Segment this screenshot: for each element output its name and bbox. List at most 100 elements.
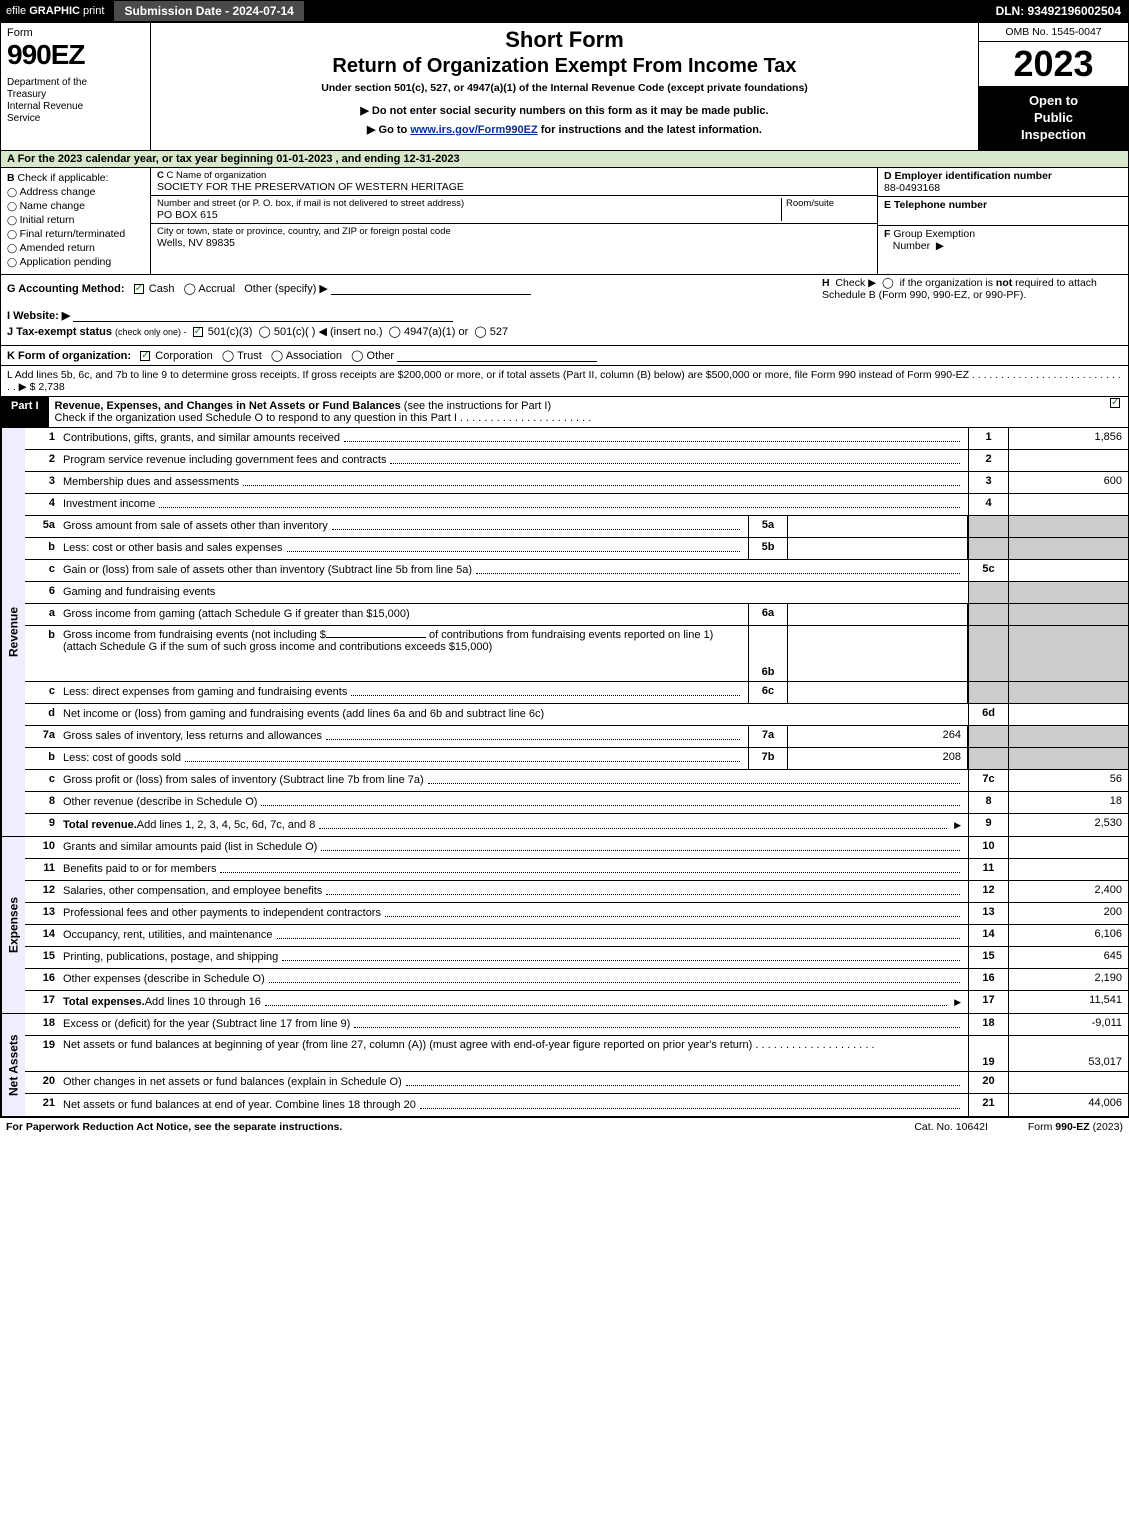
org-addr-value: PO BOX 615	[157, 209, 781, 221]
form-subtitle: Under section 501(c), 527, or 4947(a)(1)…	[159, 82, 970, 94]
net-assets-lines: 18Excess or (deficit) for the year (Subt…	[25, 1014, 1128, 1116]
chk-corporation[interactable]	[140, 351, 150, 361]
note2-post: for instructions and the latest informat…	[538, 124, 762, 136]
net-assets-side-label: Net Assets	[1, 1014, 25, 1116]
part-1-tab: Part I	[1, 397, 49, 427]
section-def: D Employer identification number 88-0493…	[878, 168, 1128, 274]
line-15-num: 15	[25, 947, 59, 968]
org-city-label: City or town, state or province, country…	[157, 226, 871, 237]
line-2-ref: 2	[968, 450, 1008, 471]
line-15: 15Printing, publications, postage, and s…	[25, 947, 1128, 969]
part-1-title-rest: (see the instructions for Part I)	[404, 400, 551, 412]
line-21-desc: Net assets or fund balances at end of ye…	[63, 1099, 416, 1111]
org-name-value: SOCIETY FOR THE PRESERVATION OF WESTERN …	[157, 181, 871, 193]
opt-527: 527	[490, 326, 508, 338]
line-4: 4Investment income4	[25, 494, 1128, 516]
line-6a-amt-shade	[1008, 604, 1128, 625]
other-org-input[interactable]	[397, 350, 597, 362]
chk-address-change[interactable]: Address change	[7, 186, 144, 198]
line-17-ref: 17	[968, 991, 1008, 1013]
line-7b-num: b	[25, 748, 59, 769]
dots-icon	[319, 819, 947, 829]
revenue-side-label: Revenue	[1, 428, 25, 836]
efile-label[interactable]: efile GRAPHIC print	[0, 5, 110, 17]
line-5c: cGain or (loss) from sale of assets othe…	[25, 560, 1128, 582]
chk-name-change[interactable]: Name change	[7, 200, 144, 212]
line-20-ref: 20	[968, 1072, 1008, 1093]
line-10-amt	[1008, 837, 1128, 858]
website-label: I Website: ▶	[7, 310, 70, 322]
line-1-ref: 1	[968, 428, 1008, 449]
line-1-num: 1	[25, 428, 59, 449]
line-7a-amt-shade	[1008, 726, 1128, 747]
line-18-amt: -9,011	[1008, 1014, 1128, 1035]
line-7a-mini: 7a	[748, 726, 788, 747]
line-17-amt: 11,541	[1008, 991, 1128, 1013]
line-5b-desc: Less: cost or other basis and sales expe…	[63, 542, 283, 554]
chk-501c3[interactable]	[193, 327, 203, 337]
line-5b-amt-shade	[1008, 538, 1128, 559]
note2-pre: ▶ Go to	[367, 124, 410, 136]
section-ghij: H Check ▶ ◯ if the organization is not r…	[1, 275, 1128, 346]
chk-final-return[interactable]: Final return/terminated	[7, 228, 144, 240]
line-7a: 7a Gross sales of inventory, less returns…	[25, 726, 1128, 748]
phone-label: E Telephone number	[884, 199, 987, 211]
part-1-header: Part I Revenue, Expenses, and Changes in…	[1, 397, 1128, 428]
line-3-amt: 600	[1008, 472, 1128, 493]
other-specify-input[interactable]	[331, 283, 531, 295]
line-6c-minival	[788, 682, 968, 703]
line-19-desc: Net assets or fund balances at beginning…	[63, 1039, 752, 1051]
line-6c-desc: Less: direct expenses from gaming and fu…	[63, 686, 347, 698]
line-7b: bLess: cost of goods sold7b208	[25, 748, 1128, 770]
line-12-amt: 2,400	[1008, 881, 1128, 902]
line-13: 13Professional fees and other payments t…	[25, 903, 1128, 925]
line-6c-num: c	[25, 682, 59, 703]
line-7b-desc: Less: cost of goods sold	[63, 752, 181, 764]
org-addr-row: Number and street (or P. O. box, if mail…	[151, 196, 877, 224]
line-6c-amt-shade	[1008, 682, 1128, 703]
accounting-label: G Accounting Method:	[7, 283, 125, 295]
line-9-bold: Total revenue.	[63, 819, 137, 831]
line-9-amt: 2,530	[1008, 814, 1128, 836]
line-6c: c Less: direct expenses from gaming and f…	[25, 682, 1128, 704]
dots-icon	[326, 885, 960, 895]
line-5a-ref-shade	[968, 516, 1008, 537]
net-assets-table: Net Assets 18Excess or (deficit) for the…	[1, 1014, 1128, 1117]
line-12-ref: 12	[968, 881, 1008, 902]
line-6b-blank[interactable]	[326, 637, 426, 638]
line-5a-mini: 5a	[748, 516, 788, 537]
ein-label: D Employer identification number	[884, 170, 1052, 182]
opt-501c: 501(c)( ) ◀ (insert no.)	[274, 326, 383, 338]
arrow-icon	[951, 819, 964, 831]
ein-value: 88-0493168	[884, 182, 940, 194]
line-2: 2Program service revenue including gover…	[25, 450, 1128, 472]
part-1-schedule-o-checkbox[interactable]	[1110, 398, 1120, 408]
open-inspection: Open toPublicInspection	[979, 87, 1128, 150]
line-12-desc: Salaries, other compensation, and employ…	[63, 885, 322, 897]
line-2-num: 2	[25, 450, 59, 471]
line-14-amt: 6,106	[1008, 925, 1128, 946]
line-11: 11Benefits paid to or for members11	[25, 859, 1128, 881]
line-8-desc: Other revenue (describe in Schedule O)	[63, 796, 257, 808]
chk-amended-return[interactable]: Amended return	[7, 242, 144, 254]
page-footer: For Paperwork Reduction Act Notice, see …	[0, 1118, 1129, 1136]
line-14-num: 14	[25, 925, 59, 946]
chk-cash[interactable]	[134, 284, 144, 294]
line-7c-desc: Gross profit or (loss) from sales of inv…	[63, 774, 424, 786]
form-note-1: ▶ Do not enter social security numbers o…	[159, 104, 970, 117]
irs-link[interactable]: www.irs.gov/Form990EZ	[410, 124, 537, 136]
line-6b-minival	[788, 626, 968, 681]
gross-receipts-value: 2,738	[38, 381, 64, 393]
section-l: L Add lines 5b, 6c, and 7b to line 9 to …	[1, 366, 1128, 397]
chk-application-pending[interactable]: Application pending	[7, 256, 144, 268]
line-10-desc: Grants and similar amounts paid (list in…	[63, 841, 317, 853]
line-6-amt-shade	[1008, 582, 1128, 603]
short-form-title: Short Form	[159, 27, 970, 53]
header-left: Form 990EZ Department of theTreasuryInte…	[1, 23, 151, 150]
line-7c-num: c	[25, 770, 59, 791]
chk-initial-return[interactable]: Initial return	[7, 214, 144, 226]
line-7a-desc: Gross sales of inventory, less returns a…	[63, 730, 322, 742]
omb-number: OMB No. 1545-0047	[979, 23, 1128, 42]
line-5c-num: c	[25, 560, 59, 581]
website-input[interactable]	[73, 310, 453, 322]
